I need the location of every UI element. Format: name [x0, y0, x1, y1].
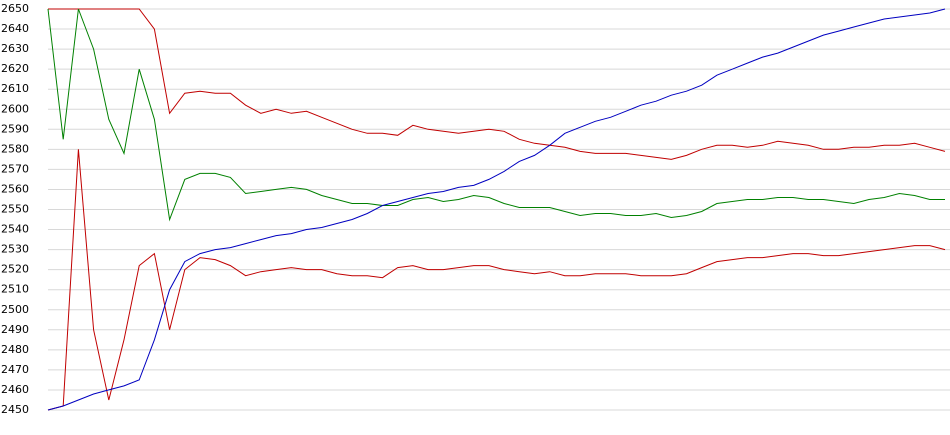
- series-line: [47, 8, 946, 411]
- y-tick-label: 2590: [1, 122, 29, 135]
- y-tick-label: 2480: [1, 343, 29, 356]
- y-tick-label: 2500: [1, 303, 29, 316]
- y-tick-label: 2490: [1, 323, 29, 336]
- y-tick-label: 2560: [1, 182, 29, 195]
- y-tick-label: 2460: [1, 383, 29, 396]
- y-tick-label: 2650: [1, 2, 29, 15]
- y-tick-label: 2630: [1, 42, 29, 55]
- y-tick-label: 2580: [1, 142, 29, 155]
- y-tick-label: 2510: [1, 283, 29, 296]
- y-tick-label: 2530: [1, 243, 29, 256]
- y-tick-label: 2540: [1, 223, 29, 236]
- y-tick-label: 2470: [1, 363, 29, 376]
- series-line: [47, 8, 945, 222]
- y-tick-label: 2520: [1, 263, 29, 276]
- series-line: [48, 8, 946, 160]
- y-tick-label: 2450: [1, 403, 29, 416]
- y-tick-label: 2620: [1, 62, 29, 75]
- y-tick-label: 2550: [1, 203, 29, 216]
- series-line: [47, 149, 946, 411]
- y-tick-label: 2610: [1, 82, 29, 95]
- y-tick-label: 2640: [1, 22, 29, 35]
- y-tick-label: 2570: [1, 162, 29, 175]
- y-tick-label: 2600: [1, 102, 29, 115]
